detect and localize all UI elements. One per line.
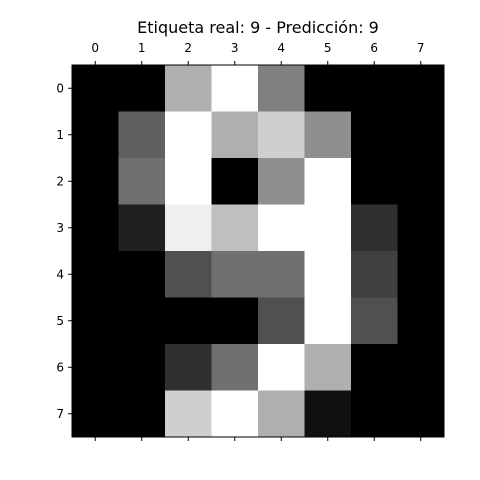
- heatmap-cell-r4-c0: [72, 251, 119, 298]
- heatmap-cell-r3-c5: [304, 204, 352, 252]
- y-tick-label: 5: [56, 314, 64, 328]
- heatmap-cell-r0-c4: [258, 65, 305, 112]
- heatmap-cell-r7-c5: [304, 390, 352, 438]
- x-tick-label: 5: [324, 41, 332, 55]
- heatmap-cell-r4-c3: [211, 251, 259, 298]
- heatmap-cell-r3-c4: [258, 204, 305, 252]
- y-tick-label: 6: [56, 360, 64, 374]
- x-tick-label: 3: [231, 41, 239, 55]
- heatmap-cell-r7-c2: [165, 390, 212, 438]
- x-tick-label: 7: [417, 41, 425, 55]
- heatmap-cell-r6-c3: [211, 344, 259, 391]
- heatmap-cell-r0-c1: [118, 65, 166, 112]
- heatmap-cells: [72, 65, 445, 438]
- heatmap-cell-r5-c2: [165, 297, 212, 345]
- heatmap-cell-r4-c6: [351, 251, 398, 298]
- heatmap-cell-r3-c2: [165, 204, 212, 252]
- heatmap-cell-r7-c6: [351, 390, 398, 438]
- heatmap-cell-r2-c0: [72, 158, 119, 205]
- heatmap-cell-r4-c4: [258, 251, 305, 298]
- heatmap-cell-r6-c1: [118, 344, 166, 391]
- heatmap-cell-r2-c7: [397, 158, 445, 205]
- heatmap-cell-r1-c6: [351, 111, 398, 159]
- y-tick-label: 2: [56, 174, 64, 188]
- heatmap-cell-r2-c4: [258, 158, 305, 205]
- heatmap-cell-r3-c6: [351, 204, 398, 252]
- heatmap-cell-r5-c7: [397, 297, 445, 345]
- x-axis: 0 1 2 3 4 5 6 7: [91, 41, 425, 441]
- x-tick-label: 0: [91, 41, 99, 55]
- heatmap-cell-r2-c5: [304, 158, 352, 205]
- heatmap-cell-r6-c5: [304, 344, 352, 391]
- heatmap-cell-r2-c6: [351, 158, 398, 205]
- heatmap-cell-r1-c7: [397, 111, 445, 159]
- heatmap-cell-r7-c3: [211, 390, 259, 438]
- heatmap-cell-r3-c7: [397, 204, 445, 252]
- x-tick-label: 1: [138, 41, 146, 55]
- heatmap-cell-r2-c3: [211, 158, 259, 205]
- heatmap-cell-r7-c4: [258, 390, 305, 438]
- heatmap-cell-r1-c2: [165, 111, 212, 159]
- heatmap-cell-r0-c2: [165, 65, 212, 112]
- y-tick-label: 1: [56, 128, 64, 142]
- heatmap-cell-r0-c5: [304, 65, 352, 112]
- heatmap-cell-r6-c0: [72, 344, 119, 391]
- heatmap-cell-r1-c4: [258, 111, 305, 159]
- heatmap-cell-r1-c0: [72, 111, 119, 159]
- y-tick-label: 0: [56, 81, 64, 95]
- heatmap-cell-r6-c2: [165, 344, 212, 391]
- x-tick-label: 4: [277, 41, 285, 55]
- y-tick-label: 3: [56, 221, 64, 235]
- heatmap-cell-r0-c3: [211, 65, 259, 112]
- heatmap-cell-r1-c5: [304, 111, 352, 159]
- heatmap-cell-r7-c1: [118, 390, 166, 438]
- heatmap-cell-r3-c0: [72, 204, 119, 252]
- plot-frame: [71, 64, 445, 438]
- heatmap-cell-r7-c0: [72, 390, 119, 438]
- heatmap-cell-r5-c3: [211, 297, 259, 345]
- x-tick-label: 2: [184, 41, 192, 55]
- heatmap-cell-r0-c6: [351, 65, 398, 112]
- y-tick-label: 7: [56, 407, 64, 421]
- heatmap-cell-r0-c0: [72, 65, 119, 112]
- heatmap-cell-r5-c4: [258, 297, 305, 345]
- heatmap-cell-r2-c1: [118, 158, 166, 205]
- heatmap-cell-r0-c7: [397, 65, 445, 112]
- heatmap-cell-r1-c3: [211, 111, 259, 159]
- heatmap-cell-r1-c1: [118, 111, 166, 159]
- y-tick-label: 4: [56, 267, 64, 281]
- heatmap-cell-r6-c7: [397, 344, 445, 391]
- heatmap-cell-r5-c6: [351, 297, 398, 345]
- y-axis: 0 1 2 3 4 5 6 7: [56, 81, 72, 421]
- heatmap-cell-r3-c3: [211, 204, 259, 252]
- heatmap-cell-r4-c1: [118, 251, 166, 298]
- heatmap-cell-r6-c4: [258, 344, 305, 391]
- heatmap-cell-r5-c1: [118, 297, 166, 345]
- heatmap-cell-r2-c2: [165, 158, 212, 205]
- heatmap-cell-r5-c0: [72, 297, 119, 345]
- heatmap-cell-r4-c7: [397, 251, 445, 298]
- heatmap-cell-r4-c2: [165, 251, 212, 298]
- heatmap-cell-r5-c5: [304, 297, 352, 345]
- heatmap-cell-r4-c5: [304, 251, 352, 298]
- heatmap-cell-r3-c1: [118, 204, 166, 252]
- heatmap-cell-r6-c6: [351, 344, 398, 391]
- heatmap-cell-r7-c7: [397, 390, 445, 438]
- x-tick-label: 6: [370, 41, 378, 55]
- chart-title: Etiqueta real: 9 - Predicción: 9: [137, 18, 379, 37]
